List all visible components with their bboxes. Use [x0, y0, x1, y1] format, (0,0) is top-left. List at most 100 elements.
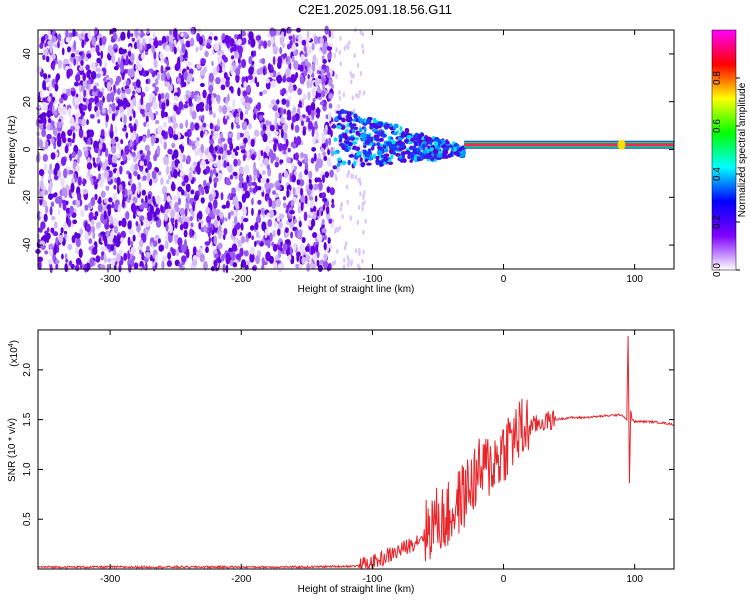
transition-speckle — [366, 119, 372, 125]
noise-speckle — [293, 136, 297, 145]
noise-speckle — [186, 155, 191, 165]
noise-speckle — [317, 85, 321, 93]
noise-speckle — [277, 142, 284, 152]
snr-panel: -300 -200 -100 0 100 0.5 1.0 1.5 2.0 Height of s… — [7, 329, 675, 595]
noise-speckle — [268, 103, 273, 109]
noise-speckle — [290, 231, 294, 239]
noise-speckle — [269, 27, 275, 37]
noise-speckle — [342, 92, 346, 98]
noise-speckle — [292, 242, 297, 252]
noise-speckle — [53, 221, 58, 229]
noise-speckle — [111, 154, 118, 164]
noise-speckle — [216, 64, 220, 73]
noise-speckle — [84, 263, 88, 273]
noise-speckle — [268, 182, 274, 189]
noise-speckle — [171, 153, 175, 161]
noise-speckle — [285, 67, 291, 78]
noise-speckle — [92, 232, 96, 239]
colorbar-ticks: 0.0 0.2 0.4 0.6 0.8 — [712, 71, 740, 277]
noise-speckle — [166, 35, 170, 42]
noise-speckle — [362, 249, 365, 255]
noise-speckle — [208, 212, 214, 218]
noise-speckle — [327, 237, 331, 245]
noise-speckle — [286, 116, 292, 121]
noise-speckle — [147, 193, 151, 200]
noise-speckle — [357, 93, 360, 99]
transition-speckle — [400, 131, 406, 137]
noise-speckle — [237, 158, 241, 167]
noise-speckle — [92, 160, 96, 167]
noise-speckle — [198, 185, 204, 192]
noise-speckle — [323, 242, 327, 251]
noise-speckle — [348, 40, 351, 46]
noise-speckle — [213, 35, 218, 41]
noise-speckle — [90, 61, 96, 70]
noise-speckle — [297, 88, 303, 96]
noise-speckle — [195, 165, 199, 172]
noise-speckle — [120, 161, 125, 166]
noise-speckle — [337, 103, 340, 109]
noise-speckle — [281, 143, 288, 151]
noise-speckle — [180, 189, 185, 196]
noise-speckle — [82, 146, 88, 152]
noise-speckle — [119, 165, 123, 175]
noise-speckle — [150, 134, 156, 144]
noise-speckle — [209, 122, 214, 130]
noise-speckle — [310, 245, 316, 256]
noise-speckle — [296, 253, 300, 263]
noise-speckle — [286, 189, 290, 198]
noise-speckle — [253, 167, 258, 176]
noise-speckle — [268, 209, 274, 219]
noise-speckle — [313, 35, 319, 45]
noise-speckle — [54, 231, 59, 237]
noise-speckle — [46, 109, 52, 119]
noise-speckle — [204, 130, 208, 137]
colorbar-tick-label: 0.0 — [712, 263, 723, 277]
transition-speckle — [404, 150, 411, 155]
noise-speckle — [75, 165, 81, 172]
noise-speckle — [152, 211, 157, 218]
noise-speckle — [132, 97, 136, 106]
noise-speckle — [140, 154, 145, 163]
noise-speckle — [185, 40, 191, 48]
noise-speckle — [209, 169, 213, 179]
noise-speckle — [176, 189, 181, 200]
transition-speckle — [370, 145, 375, 151]
noise-speckle — [225, 255, 231, 265]
noise-speckle — [98, 99, 104, 107]
noise-speckle — [300, 201, 304, 212]
noise-speckle — [306, 188, 312, 197]
noise-speckle — [101, 251, 105, 256]
noise-speckle — [90, 219, 95, 226]
transition-speckle — [341, 117, 346, 123]
noise-speckle — [346, 184, 349, 190]
noise-speckle — [81, 104, 88, 111]
noise-speckle — [222, 105, 228, 115]
noise-speckle — [79, 228, 83, 236]
noise-speckle — [87, 137, 91, 145]
noise-speckle — [341, 214, 344, 220]
noise-speckle — [38, 260, 42, 271]
noise-speckle — [242, 154, 246, 162]
noise-speckle — [110, 138, 116, 145]
noise-speckle — [139, 42, 143, 51]
noise-speckle — [192, 246, 197, 255]
noise-speckle — [236, 124, 241, 129]
noise-speckle — [241, 30, 246, 37]
noise-speckle — [50, 201, 55, 208]
noise-speckle — [80, 209, 85, 217]
noise-speckle — [271, 241, 275, 247]
transition-speckle — [379, 137, 384, 141]
noise-speckle — [68, 260, 73, 267]
noise-speckle — [220, 77, 226, 84]
noise-speckle — [256, 185, 262, 191]
noise-speckle — [78, 118, 82, 125]
noise-speckle — [217, 118, 220, 127]
noise-speckle — [266, 212, 271, 218]
noise-speckle — [52, 127, 58, 137]
noise-speckle — [167, 204, 171, 210]
noise-speckle — [235, 73, 240, 83]
transition-speckle — [433, 136, 440, 142]
noise-speckle — [224, 217, 228, 222]
noise-speckle — [248, 66, 254, 76]
